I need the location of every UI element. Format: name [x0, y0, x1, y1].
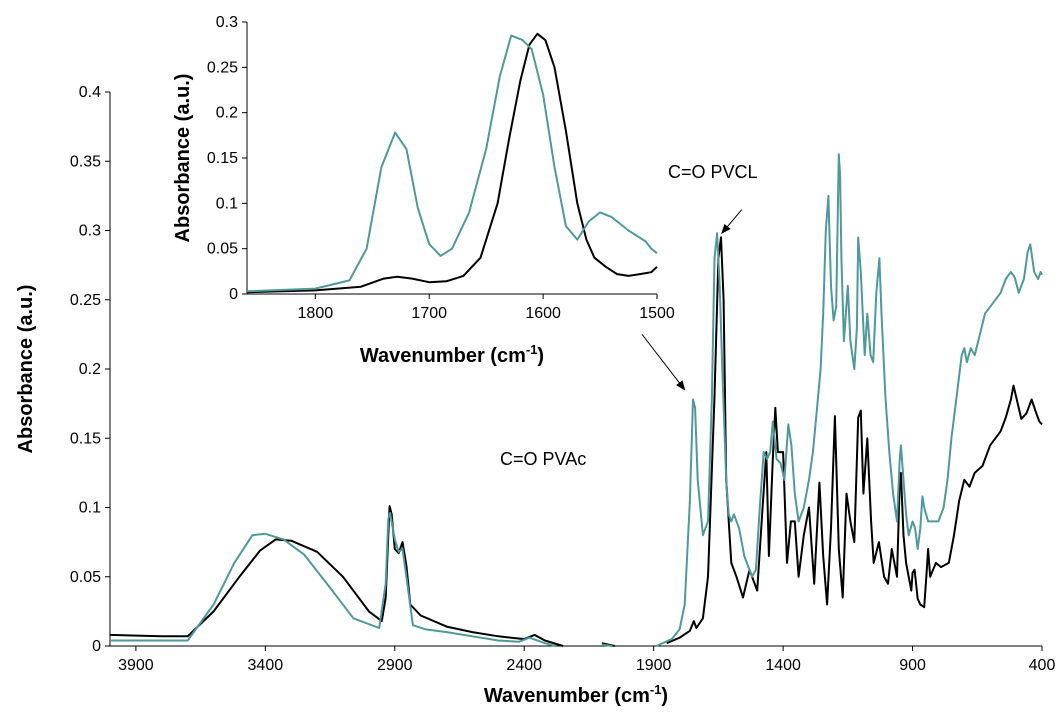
annotation-pvac: C=O PVAc [500, 449, 586, 469]
x-tick-label: 3900 [118, 657, 154, 674]
x-axis-label: Wavenumber (cm-1) [484, 682, 668, 707]
x-tick-label: 1400 [765, 657, 801, 674]
y-axis-label: Absorbance (a.u.) [15, 285, 37, 454]
y-tick-label: 0.1 [79, 500, 101, 517]
y-tick-label: 0 [229, 286, 238, 303]
annotation-arrow [721, 209, 743, 235]
y-tick-label: 0 [92, 638, 101, 655]
x-tick-label: 1600 [525, 305, 561, 322]
series-line-1 [246, 32, 658, 294]
x-tick-label: 2400 [506, 657, 542, 674]
y-tick-label: 0.1 [216, 195, 238, 212]
y-tick-label: 0.25 [70, 292, 101, 309]
y-tick-label: 0.2 [79, 361, 101, 378]
x-tick-label: 900 [899, 657, 926, 674]
x-tick-label: 1700 [411, 305, 447, 322]
y-axis-label: Absorbance (a.u.) [172, 74, 194, 243]
y-tick-label: 0.05 [207, 241, 238, 258]
series-line-2 [246, 34, 658, 293]
y-tick-label: 0.3 [216, 14, 238, 31]
y-tick-label: 0.15 [207, 150, 238, 167]
y-tick-label: 0.3 [79, 223, 101, 240]
annotation-pvcl: C=O PVCL [668, 162, 758, 182]
x-tick-label: 1500 [639, 305, 675, 322]
x-tick-label: 2900 [377, 657, 413, 674]
x-tick-label: 400 [1029, 657, 1056, 674]
y-tick-label: 0.05 [70, 569, 101, 586]
y-tick-label: 0.15 [70, 430, 101, 447]
inset-spectrum-chart: 0 0.05 0.1 0.15 0.2 0.25 0.3 1800 1700 1600 1500 Wa… [172, 14, 675, 367]
x-tick-label: 1900 [636, 657, 672, 674]
y-tick-label: 0.4 [79, 84, 101, 101]
y-tick-label: 0.35 [70, 153, 101, 170]
x-tick-label: 1800 [298, 305, 334, 322]
x-tick-label: 3400 [248, 657, 284, 674]
series-line-2 [110, 153, 1043, 647]
y-tick-label: 0.25 [207, 59, 238, 76]
series-line-1 [109, 236, 1043, 647]
annotation-arrow [641, 334, 686, 391]
x-axis-label: Wavenumber (cm-1) [360, 342, 544, 367]
main-spectrum-chart: 0 0.05 0.1 0.15 0.2 0.25 0.3 0.35 0.4 3900 3400 290… [15, 84, 1055, 707]
y-tick-label: 0.2 [216, 105, 238, 122]
